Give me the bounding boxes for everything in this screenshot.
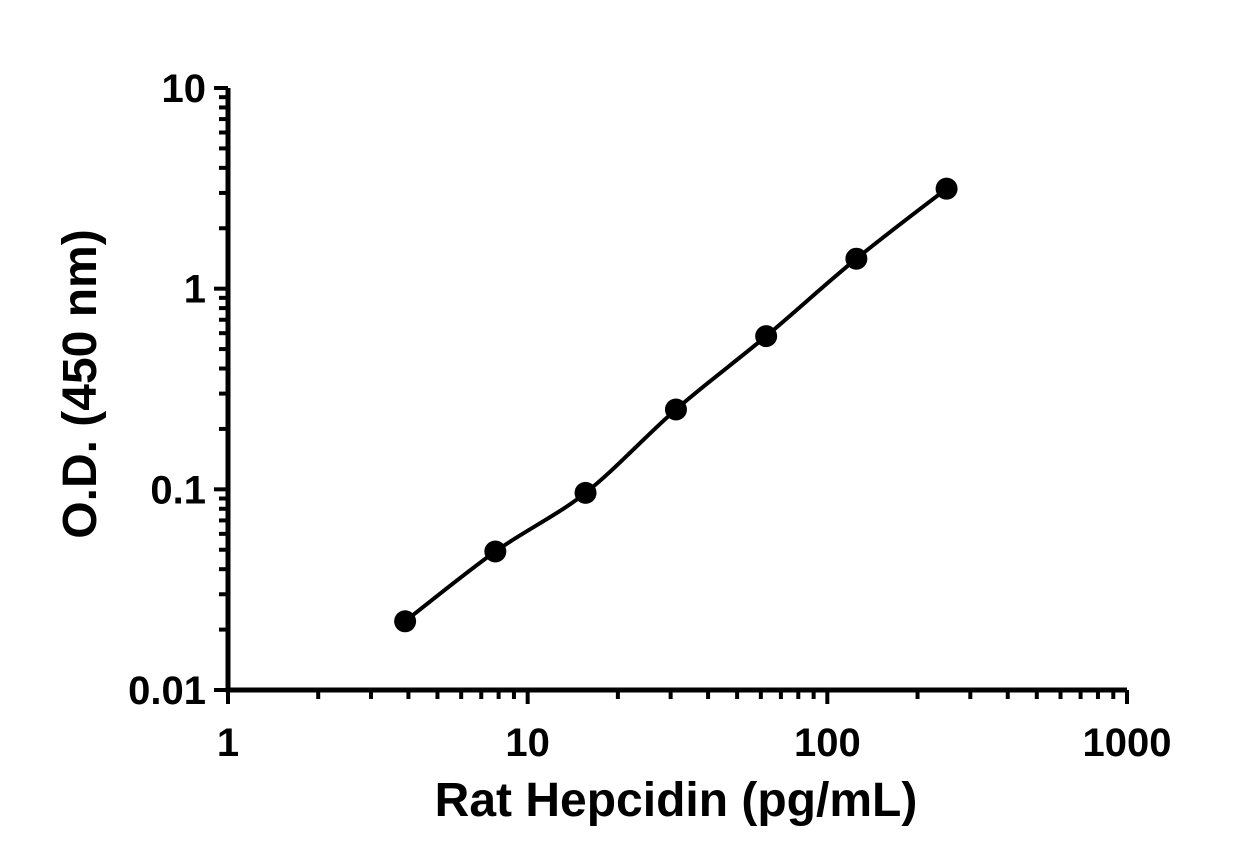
x-tick-label: 1000 — [1083, 721, 1172, 765]
y-axis-title: O.D. (450 nm) — [54, 229, 107, 538]
axes: 1 10 100 1000 0.01 0.1 1 10 — [128, 67, 1171, 765]
data-point — [755, 325, 778, 348]
x-axis-title: Rat Hepcidin (pg/mL) — [435, 774, 918, 827]
x-tick-label: 100 — [794, 721, 861, 765]
data-point — [394, 610, 417, 633]
y-tick-label: 10 — [162, 67, 207, 111]
y-tick-label: 0.01 — [128, 669, 206, 713]
data-points — [394, 177, 958, 633]
x-tick-label: 1 — [217, 721, 239, 765]
y-tick-label: 1 — [184, 268, 206, 312]
data-point — [484, 540, 507, 563]
data-point — [845, 247, 868, 270]
data-point — [664, 398, 687, 421]
data-point — [935, 177, 958, 200]
y-tick-label: 0.1 — [150, 468, 206, 512]
x-tick-label: 10 — [505, 721, 550, 765]
data-point — [574, 481, 597, 504]
